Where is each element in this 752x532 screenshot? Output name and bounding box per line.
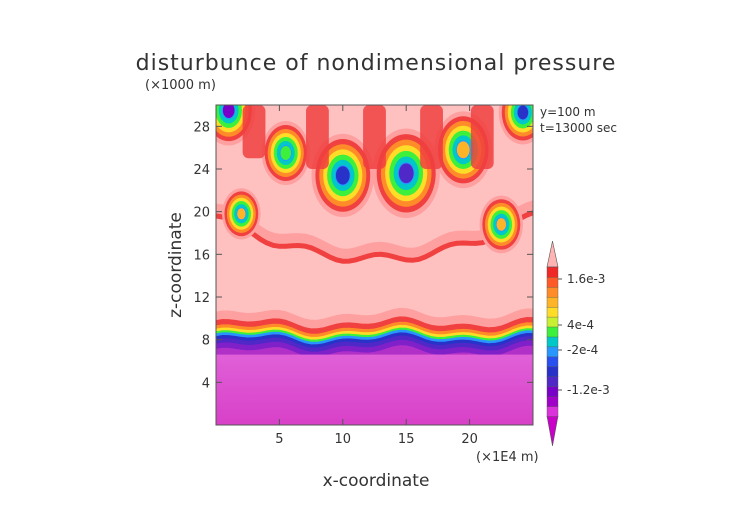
upper-plume	[242, 105, 266, 159]
upper-plume	[306, 105, 329, 169]
colorbar: 1.6e-3 4e-4 -2e-4 -1.2e-3	[546, 240, 610, 447]
pressure-blob	[311, 133, 375, 217]
colorbar-label: -1.2e-3	[567, 383, 610, 397]
colorbar-swatch	[546, 366, 559, 377]
colorbar-swatch	[546, 266, 559, 278]
colorbar-swatch	[546, 415, 559, 447]
upper-plume	[363, 105, 386, 169]
colorbar-swatch	[546, 336, 559, 348]
pressure-blob	[261, 121, 310, 185]
colorbar-swatch	[546, 356, 559, 367]
y-tick-label: 24	[193, 163, 210, 178]
pressure-blob	[498, 105, 533, 145]
y-tick-label: 4	[202, 376, 210, 391]
colorbar-label: 4e-4	[567, 318, 594, 332]
y-tick-label: 8	[202, 334, 210, 349]
colorbar-swatch	[546, 386, 559, 397]
annotation-t: t=13000 sec	[540, 121, 617, 135]
colorbar-swatch	[546, 376, 559, 387]
annotation-y: y=100 m	[540, 105, 596, 119]
x-tick-label: 5	[275, 432, 283, 447]
x-tick-label: 10	[335, 432, 352, 447]
x-unit-label: (×1E4 m)	[476, 450, 539, 465]
colorbar-swatch	[546, 346, 559, 358]
plot-frame	[215, 104, 534, 426]
colorbar-label: 1.6e-3	[567, 272, 605, 286]
x-axis-label: x-coordinate	[323, 471, 430, 491]
x-tick-label: 15	[398, 432, 415, 447]
y-tick-label: 28	[193, 120, 210, 135]
pressure-blob	[216, 105, 256, 146]
y-axis-label: z-coordinate	[166, 212, 186, 318]
colorbar-swatch	[546, 276, 559, 288]
y-unit-label: (×1000 m)	[145, 78, 216, 93]
x-axis-ticks: 5 10 15 20	[275, 105, 478, 447]
pressure-blob	[372, 128, 440, 219]
y-tick-label: 12	[193, 291, 210, 306]
colorbar-swatch	[546, 316, 559, 328]
upper-layer-band	[216, 200, 533, 259]
chart-title: disturbunce of nondimensional pressure	[136, 51, 617, 76]
colorbar-swatch	[546, 326, 559, 338]
upper-plume	[420, 105, 443, 169]
colorbar-swatch	[546, 240, 559, 268]
colorbar-swatch	[546, 296, 559, 308]
y-tick-label: 16	[193, 248, 210, 263]
colorbar-swatch	[546, 396, 559, 407]
upper-layer-band	[216, 210, 533, 264]
colorbar-swatch	[546, 405, 559, 417]
colorbar-swatch	[546, 286, 559, 298]
pressure-blob	[479, 195, 523, 254]
y-axis-ticks: 4 8 12 16 20 24 28	[193, 120, 533, 391]
colorbar-label: -2e-4	[567, 343, 598, 357]
x-tick-label: 20	[461, 432, 478, 447]
colorbar-swatch	[546, 306, 559, 318]
y-tick-label: 20	[193, 206, 210, 221]
pressure-blob	[222, 188, 261, 240]
upper-plume	[470, 105, 494, 169]
pressure-field	[216, 105, 533, 425]
field-lower	[216, 354, 533, 425]
